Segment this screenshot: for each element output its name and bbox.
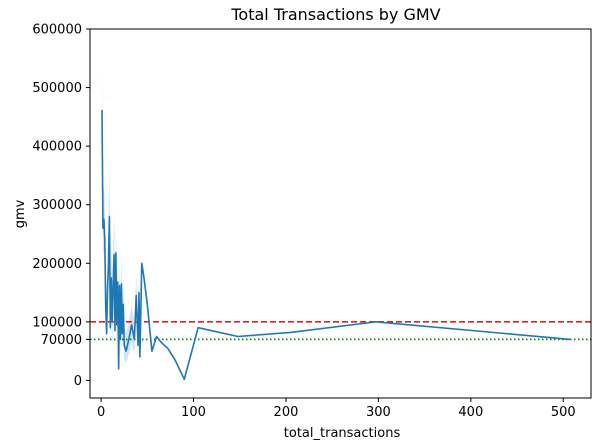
y-tick-label: 70000 <box>41 333 82 348</box>
series-line-0 <box>101 109 571 381</box>
y-tick-label: 600000 <box>32 23 82 38</box>
y-tick-label: 0 <box>74 374 82 389</box>
plot-area <box>89 28 592 399</box>
y-axis: 0 70000 100000 200000 300000 400000 500000 6000… <box>32 23 90 389</box>
y-tick-label: 500000 <box>32 81 82 96</box>
x-axis-label: total_transactions <box>284 426 401 441</box>
x-axis: 0 100 200 300 400 500 <box>97 398 576 420</box>
x-tick-label: 400 <box>458 405 483 420</box>
y-tick-label: 400000 <box>32 140 82 155</box>
x-tick-label: 0 <box>97 405 105 420</box>
x-tick-label: 500 <box>551 405 576 420</box>
x-tick-label: 300 <box>366 405 391 420</box>
y-tick-label: 300000 <box>32 198 82 213</box>
y-axis-label: gmv <box>13 199 28 228</box>
x-tick-label: 200 <box>274 405 299 420</box>
y-tick-label: 100000 <box>32 315 82 330</box>
x-tick-label: 100 <box>181 405 206 420</box>
plot-frame <box>89 28 592 399</box>
chart-title: Total Transactions by GMV <box>230 5 440 24</box>
y-tick-label: 200000 <box>32 257 82 272</box>
